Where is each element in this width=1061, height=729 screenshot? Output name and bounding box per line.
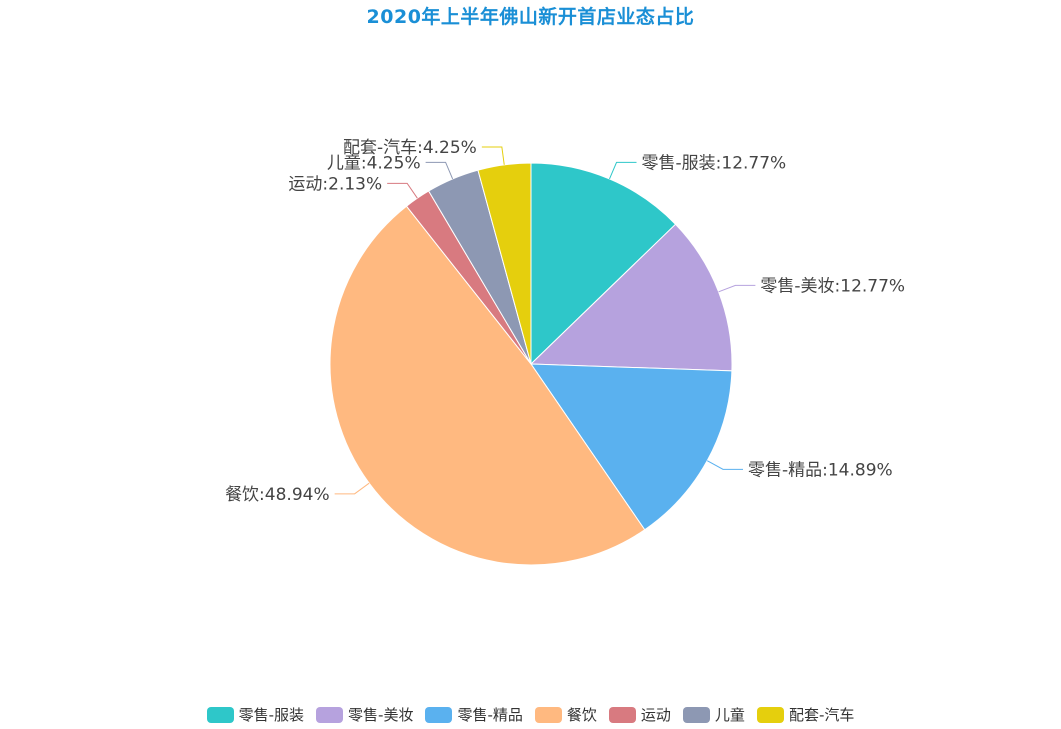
legend-label: 运动: [640, 706, 671, 724]
slice-label: 运动:2.13%: [288, 174, 382, 194]
legend-swatch: [682, 706, 710, 723]
legend-swatch: [534, 706, 562, 723]
legend-label: 餐饮: [566, 706, 597, 724]
slice-label: 零售-服装:12.77%: [642, 153, 787, 173]
legend-swatch: [756, 706, 784, 723]
label-leader-line: [481, 146, 505, 165]
legend-label: 零售-精品: [457, 706, 523, 724]
label-leader-line: [425, 161, 454, 180]
legend-label: 零售-美妆: [348, 706, 414, 724]
legend-swatch: [206, 706, 234, 723]
label-leader-line: [387, 182, 418, 199]
legend-swatch: [608, 706, 636, 723]
slice-label: 儿童:4.25%: [327, 153, 421, 173]
legend-label: 零售-服装: [238, 706, 305, 724]
slice-label: 餐饮:48.94%: [225, 485, 330, 505]
label-leader-line: [609, 161, 637, 180]
slice-label: 零售-精品:14.89%: [748, 460, 893, 480]
legend-item[interactable]: 零售-服装: [206, 704, 305, 725]
legend-swatch: [425, 706, 453, 723]
pie-slice[interactable]: [530, 162, 677, 366]
legend-label: 配套-汽车: [788, 706, 855, 724]
legend-item[interactable]: 餐饮: [534, 704, 597, 725]
pie-slice[interactable]: [529, 223, 733, 372]
slice-label: 配套-汽车:4.25%: [343, 138, 477, 158]
pie-slice[interactable]: [477, 162, 532, 365]
label-leader-line: [718, 284, 756, 293]
pie-chart: 零售-服装:12.77% 零售-美妆:12.77% 零售-精品:14.89% 餐饮:4…: [225, 138, 905, 566]
pie-slice[interactable]: [329, 205, 646, 566]
legend-swatch: [316, 706, 344, 723]
legend-item[interactable]: 儿童: [682, 704, 745, 725]
label-leader-line: [706, 460, 744, 470]
legend-item[interactable]: 配套-汽车: [756, 704, 855, 725]
legend-item[interactable]: 运动: [608, 704, 671, 725]
slice-label: 零售-美妆:12.77%: [760, 276, 905, 296]
legend-label: 儿童: [714, 706, 745, 724]
legend: 零售-服装 零售-美妆 零售-精品 餐饮 运动 儿童 配套-汽车: [0, 704, 1061, 725]
legend-item[interactable]: 零售-美妆: [316, 704, 413, 725]
chart-title: 2020年上半年佛山新开首店业态占比: [366, 6, 695, 28]
label-leader-line: [334, 482, 370, 495]
legend-item[interactable]: 零售-精品: [425, 704, 523, 725]
